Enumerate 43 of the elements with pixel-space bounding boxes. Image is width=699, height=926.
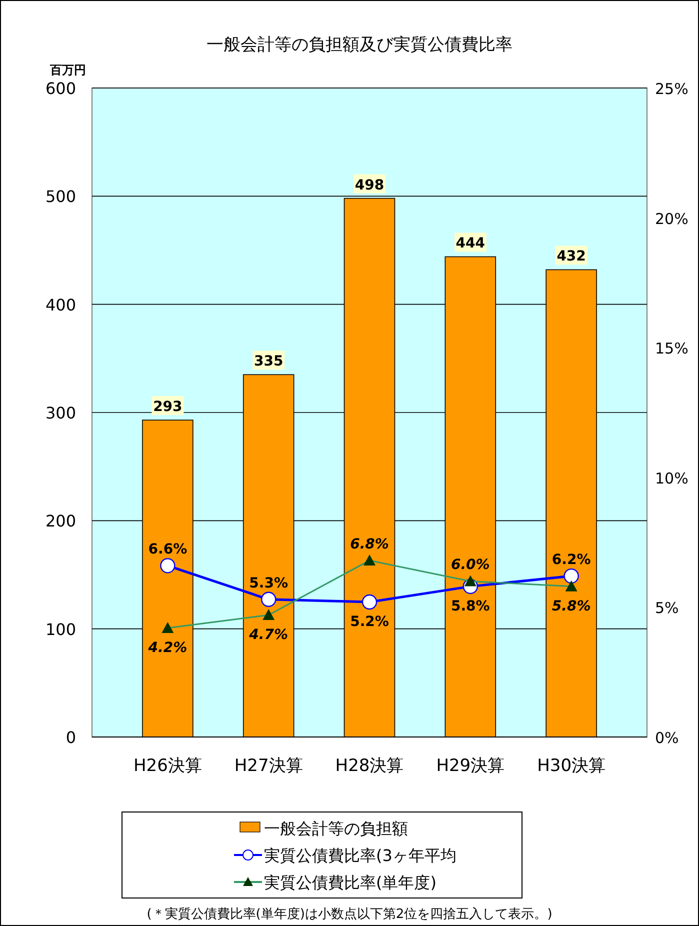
- x-tick-label: H28決算: [335, 756, 404, 776]
- y2-tick-label: 0%: [655, 729, 679, 747]
- y2-tick-label: 25%: [655, 80, 688, 98]
- point: [160, 558, 176, 574]
- data-label: 432: [556, 248, 586, 265]
- data-label: 5.2%: [350, 614, 389, 630]
- y2-tick-label: 15%: [655, 340, 688, 358]
- legend-label: 実質公債費比率(単年度): [264, 873, 436, 892]
- y-tick-label: 300: [45, 404, 76, 422]
- data-label: 5.8%: [450, 598, 490, 614]
- y-tick-label: 0: [66, 728, 76, 747]
- data-label: 6.6%: [148, 542, 188, 558]
- y-tick-label: 600: [45, 79, 76, 98]
- x-tick-label: H30決算: [537, 756, 606, 776]
- legend-label: 実質公債費比率(3ヶ年平均: [264, 846, 456, 865]
- data-label: 5.8%: [552, 598, 591, 614]
- y-tick-label: 500: [45, 187, 76, 206]
- x-tick-label: H27決算: [234, 756, 303, 776]
- data-label: 4.2%: [147, 640, 188, 656]
- data-label: 444: [456, 236, 486, 252]
- text: (＊実質公債費比率(単年度)は小数点以下第2位を四捨五入して表示。): [146, 906, 552, 922]
- chart-title: 一般会計等の負担額及び実質公債費比率: [206, 35, 512, 55]
- point: [564, 568, 579, 584]
- y2-tick-label: 10%: [655, 469, 688, 488]
- y2-tick-label: 20%: [655, 210, 688, 228]
- legend-label: 一般会計等の負担額: [264, 819, 408, 838]
- point: [260, 592, 276, 608]
- y2-tick-label: 5%: [655, 599, 679, 618]
- data-label: 6.2%: [552, 552, 591, 568]
- data-label: 293: [153, 399, 182, 416]
- data-label: 5.3%: [249, 575, 288, 592]
- y-tick-label: 400: [45, 295, 76, 314]
- x-tick-label: H29決算: [436, 756, 505, 776]
- y-tick-label: 200: [45, 512, 76, 531]
- x-tick-label: H26決算: [133, 756, 202, 776]
- data-label: 498: [354, 177, 384, 194]
- data-label: 4.7%: [248, 626, 288, 643]
- y-axis-title: 百万円: [49, 63, 86, 77]
- point: [362, 594, 378, 610]
- data-label: 6.0%: [450, 557, 490, 574]
- data-label: 335: [254, 354, 284, 370]
- data-label: 6.8%: [350, 536, 389, 552]
- y-tick-label: 100: [45, 620, 76, 639]
